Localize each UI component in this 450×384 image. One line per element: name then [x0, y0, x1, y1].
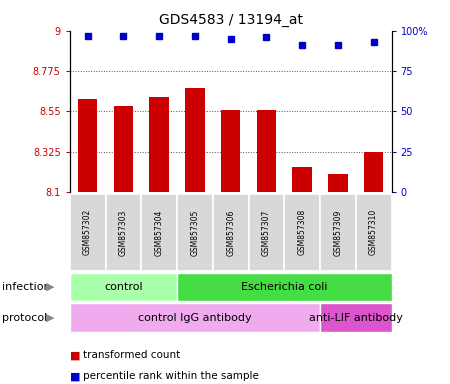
Bar — [364, 152, 383, 192]
Bar — [248, 194, 284, 271]
Text: GSM857304: GSM857304 — [155, 209, 164, 255]
Bar — [328, 174, 348, 192]
Bar — [177, 194, 213, 271]
Text: protocol: protocol — [2, 313, 48, 323]
Bar — [141, 194, 177, 271]
Text: GSM857310: GSM857310 — [369, 209, 378, 255]
Text: Escherichia coli: Escherichia coli — [241, 282, 328, 292]
Bar — [213, 194, 248, 271]
Bar — [149, 97, 169, 192]
Title: GDS4583 / 13194_at: GDS4583 / 13194_at — [158, 13, 302, 27]
Bar — [70, 303, 320, 332]
Text: anti-LIF antibody: anti-LIF antibody — [309, 313, 403, 323]
Text: ▶: ▶ — [46, 282, 54, 292]
Text: percentile rank within the sample: percentile rank within the sample — [83, 371, 259, 381]
Text: ■: ■ — [70, 371, 80, 381]
Text: GSM857305: GSM857305 — [190, 209, 199, 255]
Bar — [320, 194, 356, 271]
Text: control IgG antibody: control IgG antibody — [138, 313, 252, 323]
Bar — [320, 303, 392, 332]
Text: control: control — [104, 282, 143, 292]
Bar — [256, 109, 276, 192]
Bar — [70, 273, 177, 301]
Text: GSM857306: GSM857306 — [226, 209, 235, 255]
Bar — [113, 106, 133, 192]
Bar — [70, 194, 105, 271]
Text: GSM857307: GSM857307 — [262, 209, 271, 255]
Bar — [284, 194, 320, 271]
Text: GSM857308: GSM857308 — [297, 209, 306, 255]
Bar — [177, 273, 392, 301]
Text: GSM857309: GSM857309 — [333, 209, 342, 255]
Bar — [356, 194, 392, 271]
Text: ■: ■ — [70, 350, 80, 360]
Text: GSM857303: GSM857303 — [119, 209, 128, 255]
Text: GSM857302: GSM857302 — [83, 209, 92, 255]
Text: infection: infection — [2, 282, 51, 292]
Bar — [292, 167, 312, 192]
Bar — [78, 99, 98, 192]
Bar — [105, 194, 141, 271]
Text: transformed count: transformed count — [83, 350, 180, 360]
Bar — [185, 88, 205, 192]
Bar — [221, 109, 240, 192]
Text: ▶: ▶ — [46, 313, 54, 323]
